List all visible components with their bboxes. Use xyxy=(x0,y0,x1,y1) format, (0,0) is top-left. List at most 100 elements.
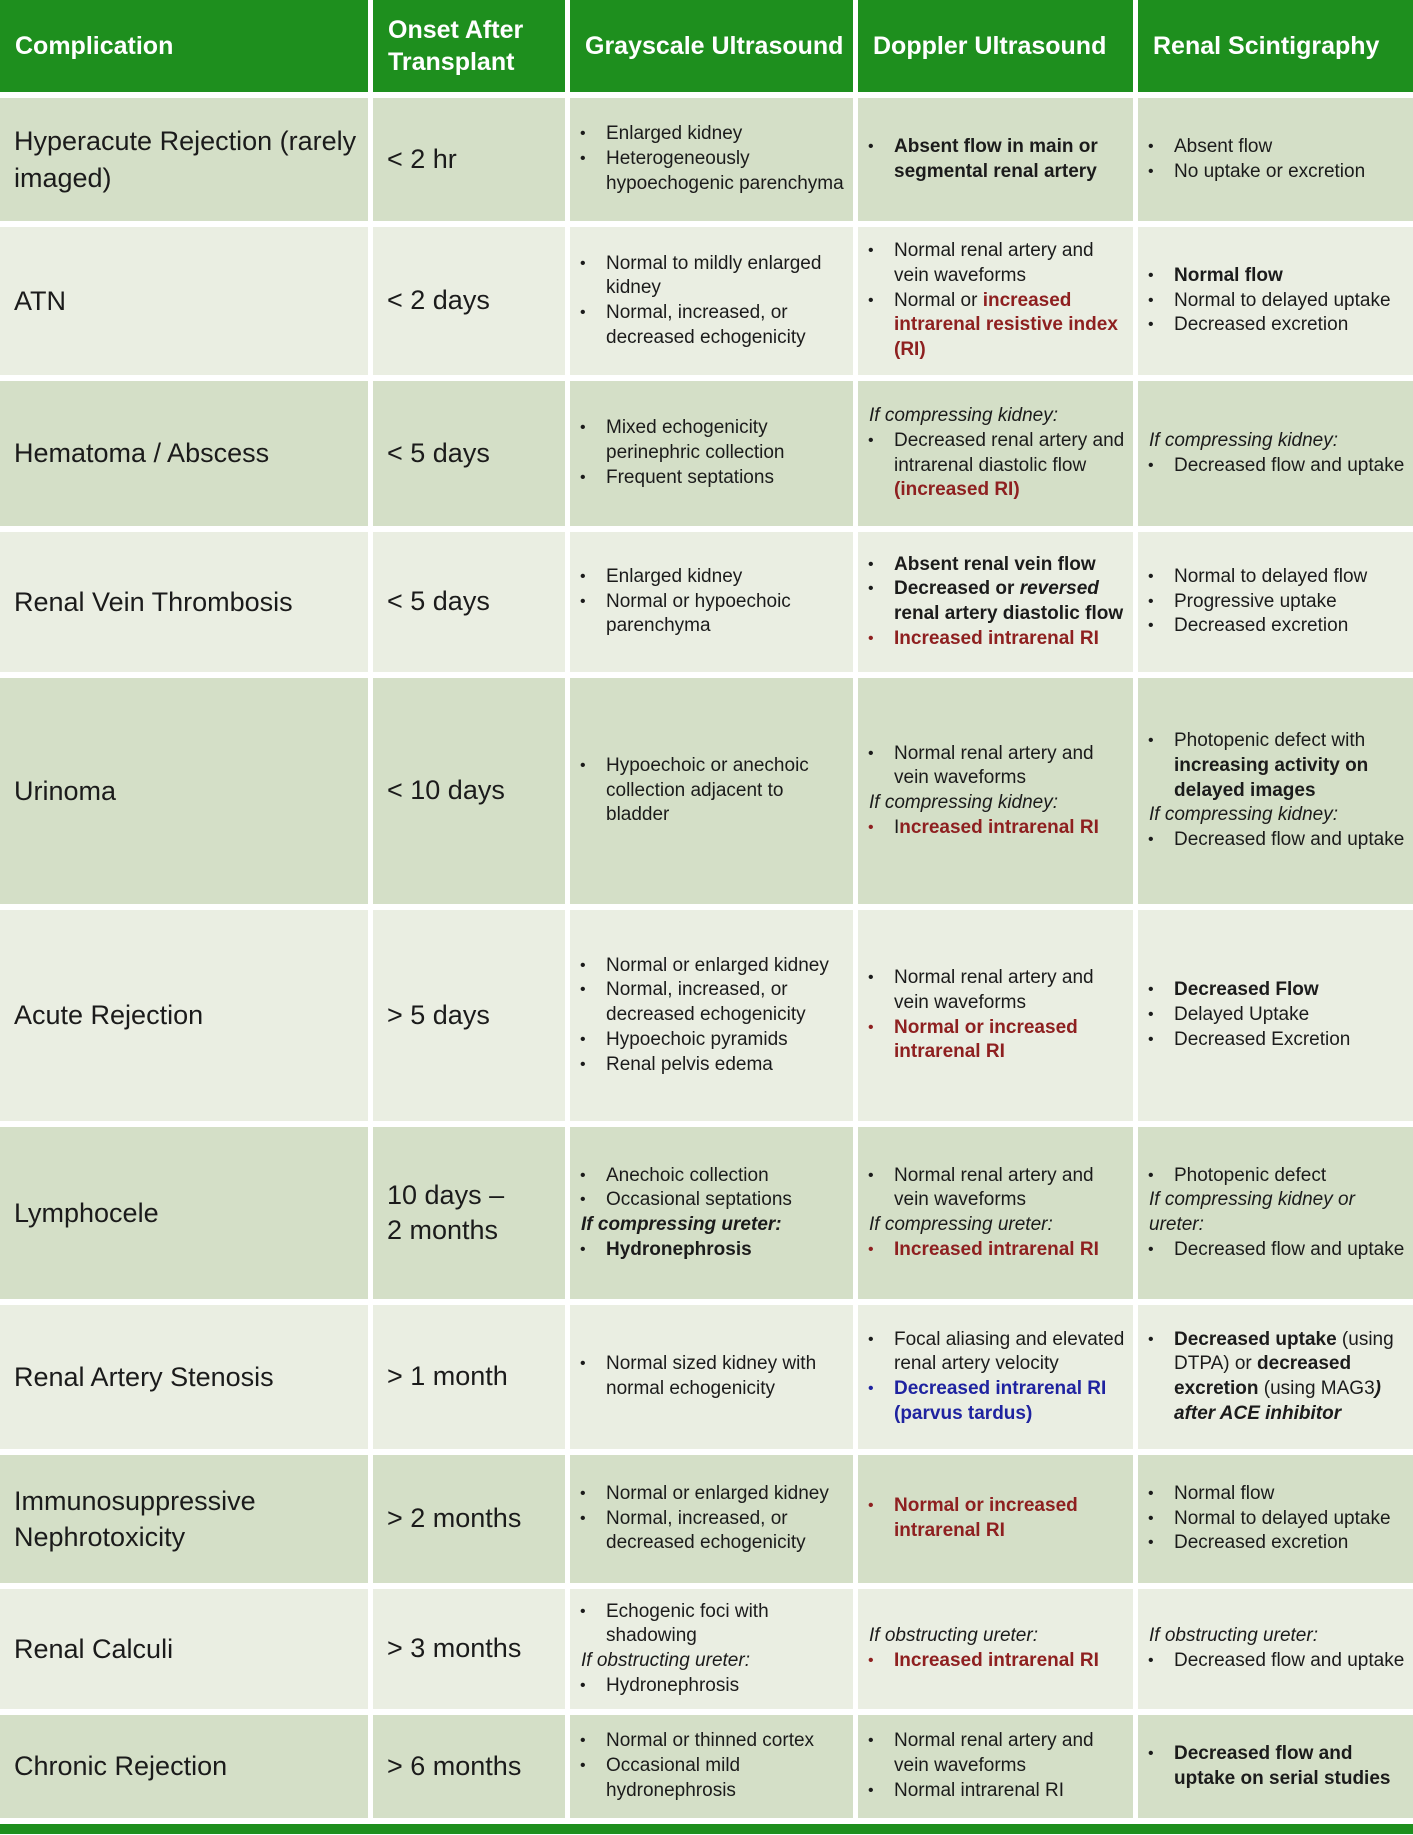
bullet-marker: • xyxy=(868,1781,874,1799)
row-6-cell-onset: > 5 days xyxy=(373,910,565,1121)
column-header-onset: Onset After Transplant xyxy=(373,0,565,92)
bullet-text: Decreased excretion xyxy=(1174,313,1407,338)
text-segment: Normal or enlarged kidney xyxy=(606,1482,829,1504)
bullet-item: • Normal renal artery and vein waveforms xyxy=(868,1164,1127,1213)
text-segment: increasing activity on delayed images xyxy=(1174,754,1369,801)
bullet-marker: • xyxy=(1148,456,1154,474)
text-segment: Decreased excretion xyxy=(1174,615,1349,637)
bullet-item: • Normal to delayed flow xyxy=(1148,565,1407,590)
row-8-cell-doppler: • Focal aliasing and elevated renal arter… xyxy=(858,1305,1133,1449)
row-6-cell-complication: Acute Rejection xyxy=(0,910,368,1121)
condition-line: If compressing kidney: xyxy=(868,791,1127,816)
text-segment: Occasional mild hydronephrosis xyxy=(606,1755,741,1801)
row-3-cell-complication: Hematoma / Abscess xyxy=(0,381,368,526)
row-10-cell-grayscale: • Echogenic foci with shadowing If obstruc… xyxy=(570,1589,853,1709)
bullet-text: Decreased flow and uptake xyxy=(1174,1238,1407,1263)
bullet-item: • Normal renal artery and vein waveforms xyxy=(868,239,1127,288)
row-5-cell-onset: < 10 days xyxy=(373,678,565,904)
text-segment: ncreased intrarenal RI xyxy=(899,816,1099,838)
text-segment: Normal renal artery and vein waveforms xyxy=(894,240,1094,286)
text-segment: No uptake or excretion xyxy=(1174,160,1366,182)
text-segment: Normal to mildly enlarged kidney xyxy=(606,252,822,299)
bullet-text: Normal, increased, or decreased echogeni… xyxy=(606,1507,847,1556)
bullet-marker: • xyxy=(580,981,586,999)
bullet-text: Normal or increased intrarenal RI xyxy=(894,1494,1127,1543)
bullet-marker: • xyxy=(1148,1030,1154,1048)
bullet-item: • Progressive uptake xyxy=(1148,590,1407,615)
text-segment: Normal or xyxy=(894,289,983,311)
bullet-text: Normal renal artery and vein waveforms xyxy=(894,1164,1127,1213)
text-segment: Decreased Excretion xyxy=(1174,1028,1351,1050)
bullet-item: • Normal or increased intrarenal RI xyxy=(868,1016,1127,1065)
text-segment: Normal renal artery and vein waveforms xyxy=(894,742,1094,789)
text-segment: (using DTPA) or xyxy=(1174,1328,1394,1375)
text-segment: Normal sized kidney with normal echogeni… xyxy=(606,1353,817,1399)
text-segment: Occasional septations xyxy=(606,1189,792,1211)
bullet-text: Normal renal artery and vein waveforms xyxy=(894,966,1127,1015)
bullet-item: • Photopenic defect xyxy=(1148,1164,1407,1189)
bullet-marker: • xyxy=(1148,1652,1154,1669)
text-segment: Normal to delayed flow xyxy=(1174,565,1368,587)
bullet-marker: • xyxy=(580,419,586,437)
bullet-item: • Hypoechoic or anechoic collection adjac… xyxy=(580,754,847,828)
condition-line: If compressing kidney: xyxy=(1148,429,1407,454)
bullet-text: Normal, increased, or decreased echogeni… xyxy=(606,301,847,350)
row-3-cell-scintigraphy: If compressing kidney: • Decreased flow an… xyxy=(1138,381,1413,526)
bullet-item: • Frequent septations xyxy=(580,466,847,491)
bullet-text: Normal or hypoechoic parenchyma xyxy=(606,590,847,639)
text-segment: Hypoechoic or anechoic collection adjace… xyxy=(606,754,809,826)
bullet-text: Renal pelvis edema xyxy=(606,1053,847,1078)
bullet-marker: • xyxy=(1148,1509,1154,1527)
bullet-marker: • xyxy=(1148,1330,1154,1348)
row-3-cell-doppler: If compressing kidney: • Decreased renal a… xyxy=(858,381,1133,526)
bullet-text: Normal, increased, or decreased echogeni… xyxy=(606,978,847,1027)
row-5-cell-complication: Urinoma xyxy=(0,678,368,904)
bullet-marker: • xyxy=(580,1509,586,1527)
bullet-item: • Normal renal artery and vein waveforms xyxy=(868,966,1127,1015)
bullet-item: • Absent renal vein flow xyxy=(868,553,1127,578)
text-segment: Decreased renal artery and intrarenal di… xyxy=(894,429,1125,476)
text-segment: Increased intrarenal RI xyxy=(894,627,1099,649)
row-7-cell-doppler: • Normal renal artery and vein waveforms I… xyxy=(858,1127,1133,1299)
bullet-item: • Absent flow in main or segmental renal … xyxy=(868,135,1127,184)
row-6-cell-doppler: • Normal renal artery and vein waveforms •… xyxy=(858,910,1133,1121)
bullet-item: • Hydronephrosis xyxy=(580,1674,847,1699)
text-segment: Normal, increased, or decreased echogeni… xyxy=(606,979,806,1026)
text-segment: Focal aliasing and elevated renal artery… xyxy=(894,1328,1125,1375)
row-10-cell-onset: > 3 months xyxy=(373,1589,565,1709)
text-segment: Normal to delayed uptake xyxy=(1174,289,1391,311)
bullet-marker: • xyxy=(1148,291,1154,309)
condition-line: If compressing ureter: xyxy=(580,1213,847,1238)
bullet-text: Focal aliasing and elevated renal artery… xyxy=(894,1328,1127,1377)
bullet-text: Decreased Excretion xyxy=(1174,1028,1407,1053)
bullet-item: • Normal flow xyxy=(1148,1482,1407,1507)
column-header-complication: Complication xyxy=(0,0,368,92)
bullet-item: • Decreased Flow xyxy=(1148,978,1407,1003)
bullet-text: Normal to delayed uptake xyxy=(1174,1507,1407,1532)
text-segment: Normal or increased intrarenal RI xyxy=(894,1016,1078,1063)
text-segment: Decreased Flow xyxy=(1174,979,1319,1001)
bullet-text: Normal or increased intrarenal resistive… xyxy=(894,289,1127,363)
text-segment: Decreased flow and uptake xyxy=(1174,454,1405,476)
text-segment: Decreased or xyxy=(894,578,1020,600)
text-segment: Progressive uptake xyxy=(1174,590,1337,612)
bullet-marker: • xyxy=(1148,1240,1154,1258)
row-10-cell-doppler: If obstructing ureter: • Increased intrare… xyxy=(858,1589,1133,1709)
bullet-item: • Decreased excretion xyxy=(1148,313,1407,338)
row-4-cell-onset: < 5 days xyxy=(373,532,565,672)
bullet-item: • Normal to mildly enlarged kidney xyxy=(580,252,847,301)
bullet-marker: • xyxy=(1148,1534,1154,1552)
text-segment: Echogenic foci with shadowing xyxy=(606,1600,769,1647)
row-1-cell-onset: < 2 hr xyxy=(373,98,565,221)
text-segment: If obstructing ureter: xyxy=(869,1625,1038,1647)
text-segment: (using MAG3 xyxy=(1258,1378,1375,1399)
bullet-text: Normal to delayed flow xyxy=(1174,565,1407,590)
bullet-text: Absent flow xyxy=(1174,135,1407,160)
table-bottom-border xyxy=(0,1824,1413,1834)
text-segment: Normal or enlarged kidney xyxy=(606,954,829,976)
bullet-marker: • xyxy=(1148,981,1154,999)
bullet-marker: • xyxy=(1148,1744,1154,1762)
bullet-marker: • xyxy=(580,1602,586,1620)
bullet-item: • Absent flow xyxy=(1148,135,1407,160)
